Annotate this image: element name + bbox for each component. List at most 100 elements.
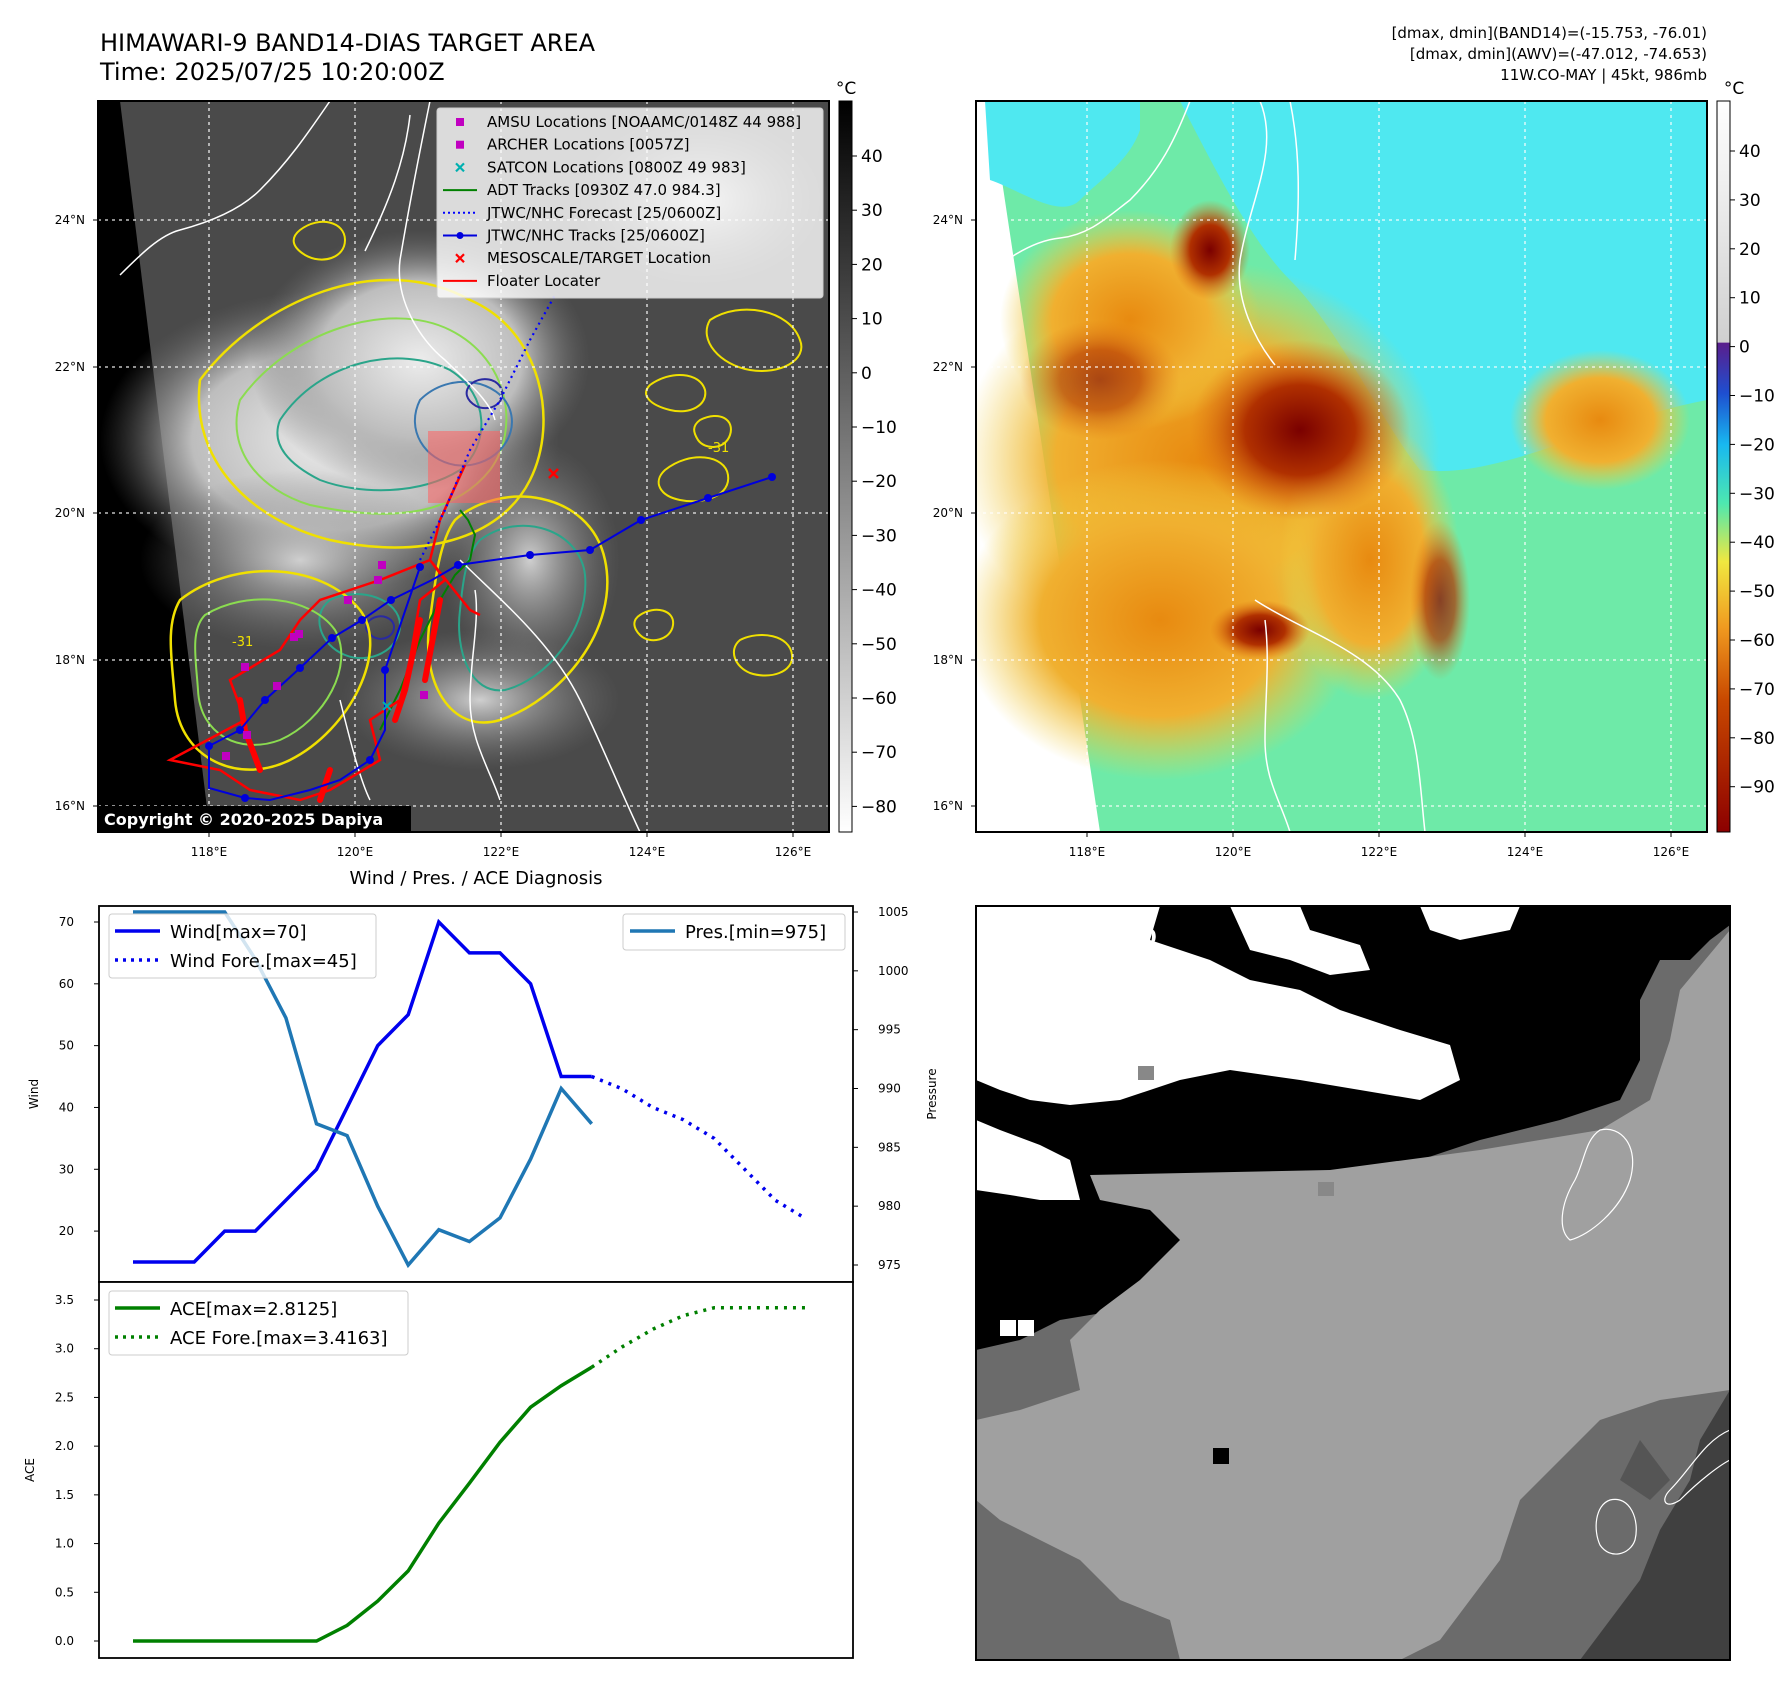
legend-entry-label: AMSU Locations [NOAAMC/0148Z 44 988] xyxy=(487,113,801,131)
colorbar-tick-label: −60 xyxy=(861,689,897,709)
pressure-tick-label: 985 xyxy=(878,1140,901,1154)
wind-axis-label: Wind xyxy=(27,1079,41,1109)
legend-entry: SATCON Locations [0800Z 49 983] xyxy=(455,158,746,176)
lat-tick-label: 20°N xyxy=(933,506,963,520)
legend-entry-label: MESOSCALE/TARGET Location xyxy=(487,249,711,267)
color-colorbar-unit: °C xyxy=(1724,79,1744,99)
lat-tick-label: 24°N xyxy=(55,213,85,227)
legend-entry: AMSU Locations [NOAAMC/0148Z 44 988] xyxy=(456,113,801,131)
lat-tick-label: 16°N xyxy=(933,799,963,813)
lon-tick-label: 118°E xyxy=(1069,845,1106,859)
pressure-series-line xyxy=(133,910,594,1269)
contour-label: -31 xyxy=(708,441,729,456)
lat-tick-label: 22°N xyxy=(55,360,85,374)
colorbar-tick-label: −80 xyxy=(861,797,897,817)
pressure-tick-label: 990 xyxy=(878,1082,901,1096)
wind-tick-label: 40 xyxy=(59,1100,74,1114)
lat-tick-label: 20°N xyxy=(55,506,85,520)
lat-tick-label: 24°N xyxy=(933,213,963,227)
lon-tick-label: 126°E xyxy=(775,845,812,859)
info-band14: [dmax, dmin](BAND14)=(-15.753, -76.01) xyxy=(1392,24,1707,42)
lon-tick-label: 122°E xyxy=(1361,845,1398,859)
legend-ace-fore: ACE Fore.[max=3.4163] xyxy=(170,1328,388,1349)
contour-label: -31 xyxy=(232,635,253,650)
ace-series-line xyxy=(133,1365,593,1643)
diag-panel: 70 60 50 40 30 20 1005 1000 995 990 985 980 975 3.5 3.… xyxy=(23,905,939,1659)
pressure-tick-label: 980 xyxy=(878,1199,901,1213)
colorbar-tick-label: −70 xyxy=(1739,680,1775,700)
lon-tick-label: 120°E xyxy=(337,845,374,859)
colorbar-tick-label: −60 xyxy=(1739,631,1775,651)
ace-tick-label: 2.0 xyxy=(55,1439,74,1453)
color-ir-map-panel: 118°E 120°E 122°E 124°E 126°E 24°N 22°N 20°N 18°… xyxy=(933,100,1708,859)
figure-time: Time: 2025/07/25 10:20:00Z xyxy=(99,58,445,86)
colorbar-tick-label: 10 xyxy=(1739,289,1761,309)
colorbar-tick-label: −10 xyxy=(1739,387,1775,407)
legend-entry: Floater Locater xyxy=(443,272,601,290)
wind-tick-label: 60 xyxy=(59,977,74,991)
pressure-tick-label: 1005 xyxy=(878,905,909,919)
lon-tick-label: 120°E xyxy=(1215,845,1252,859)
pressure-tick-label: 1000 xyxy=(878,964,909,978)
wind-legend: Wind[max=70] Wind Fore.[max=45] xyxy=(108,913,377,979)
colorbar-tick-label: 20 xyxy=(1739,240,1761,260)
wind-series-line xyxy=(133,918,592,1264)
legend-entry-label: JTWC/NHC Tracks [25/0600Z] xyxy=(486,227,705,245)
wmg-panel: WMG Count: 0 xyxy=(975,905,1731,1661)
legend-entry: JTWC/NHC Tracks [25/0600Z] xyxy=(443,227,705,245)
colorbar-tick-label: −50 xyxy=(861,635,897,655)
wind-tick-label: 20 xyxy=(59,1224,74,1238)
colorbar-tick-label: −10 xyxy=(861,418,897,438)
colorbar-tick-label: 10 xyxy=(861,310,883,330)
ir-map-panel: -31 -31 AMSU Locations [NOAAMC/0148Z 44 … xyxy=(55,100,830,859)
lat-tick-label: 22°N xyxy=(933,360,963,374)
info-storm: 11W.CO-MAY | 45kt, 986mb xyxy=(1500,66,1707,84)
ace-axis-label: ACE xyxy=(23,1458,37,1482)
colorbar-tick-label: −90 xyxy=(1739,778,1775,798)
legend-entry: JTWC/NHC Forecast [25/0600Z] xyxy=(443,204,721,222)
wind-tick-label: 30 xyxy=(59,1162,74,1176)
ace-tick-label: 0.5 xyxy=(55,1585,74,1599)
legend-entry-label: SATCON Locations [0800Z 49 983] xyxy=(487,158,746,176)
legend-entry: ARCHER Locations [0057Z] xyxy=(456,136,690,154)
pressure-legend: Pres.[min=975] xyxy=(622,913,846,951)
ace-tick-label: 0.0 xyxy=(55,1634,74,1648)
mesoscale-target-marker xyxy=(548,468,559,479)
legend-ace: ACE[max=2.8125] xyxy=(170,1299,337,1320)
colorbar-tick-label: −50 xyxy=(1739,582,1775,602)
colorbar-tick-label: 0 xyxy=(861,364,872,384)
lat-tick-label: 16°N xyxy=(55,799,85,813)
legend-wind: Wind[max=70] xyxy=(170,922,307,943)
wind-tick-label: 70 xyxy=(59,915,74,929)
legend-entry: MESOSCALE/TARGET Location xyxy=(455,249,711,267)
colorbar-tick-label: −70 xyxy=(861,743,897,763)
legend-entry-label: ADT Tracks [0930Z 47.0 984.3] xyxy=(487,181,721,199)
colorbar-tick-label: −40 xyxy=(861,581,897,601)
color-colorbar: °C 40 30 20 10 0 −10 −20 −30 −40 −50 −60 −70 −80 −90 xyxy=(1716,79,1775,833)
pressure-tick-label: 995 xyxy=(878,1023,901,1037)
ace-tick-label: 3.5 xyxy=(55,1293,74,1307)
info-awv: [dmax, dmin](AWV)=(-47.012, -74.653) xyxy=(1410,45,1707,63)
legend-pressure: Pres.[min=975] xyxy=(685,922,826,943)
colorbar-tick-label: 30 xyxy=(861,201,883,221)
ace-legend: ACE[max=2.8125] ACE Fore.[max=3.4163] xyxy=(108,1290,409,1356)
lon-tick-label: 118°E xyxy=(191,845,228,859)
legend-entry-label: Floater Locater xyxy=(487,272,601,290)
gray-colorbar: °C 40 30 20 10 0 −10 −20 −30 −40 −50 −60 −70 −80 xyxy=(836,79,897,833)
diag-title: Wind / Pres. / ACE Diagnosis xyxy=(349,868,602,889)
colorbar-tick-label: −40 xyxy=(1739,533,1775,553)
colorbar-tick-label: 20 xyxy=(861,255,883,275)
lon-tick-label: 124°E xyxy=(629,845,666,859)
copyright-label: Copyright © 2020-2025 Dapiya xyxy=(104,810,383,829)
lat-tick-label: 18°N xyxy=(933,653,963,667)
lon-tick-label: 126°E xyxy=(1653,845,1690,859)
pressure-axis-label: Pressure xyxy=(925,1068,939,1119)
lon-tick-label: 124°E xyxy=(1507,845,1544,859)
ace-tick-label: 2.5 xyxy=(55,1390,74,1404)
colorbar-tick-label: −20 xyxy=(861,472,897,492)
wmg-count-label: WMG Count: 0 xyxy=(996,925,1157,949)
colorbar-tick-label: −30 xyxy=(1739,484,1775,504)
wind-forecast-series-line xyxy=(591,1074,807,1221)
legend-entry: ADT Tracks [0930Z 47.0 984.3] xyxy=(443,181,721,199)
